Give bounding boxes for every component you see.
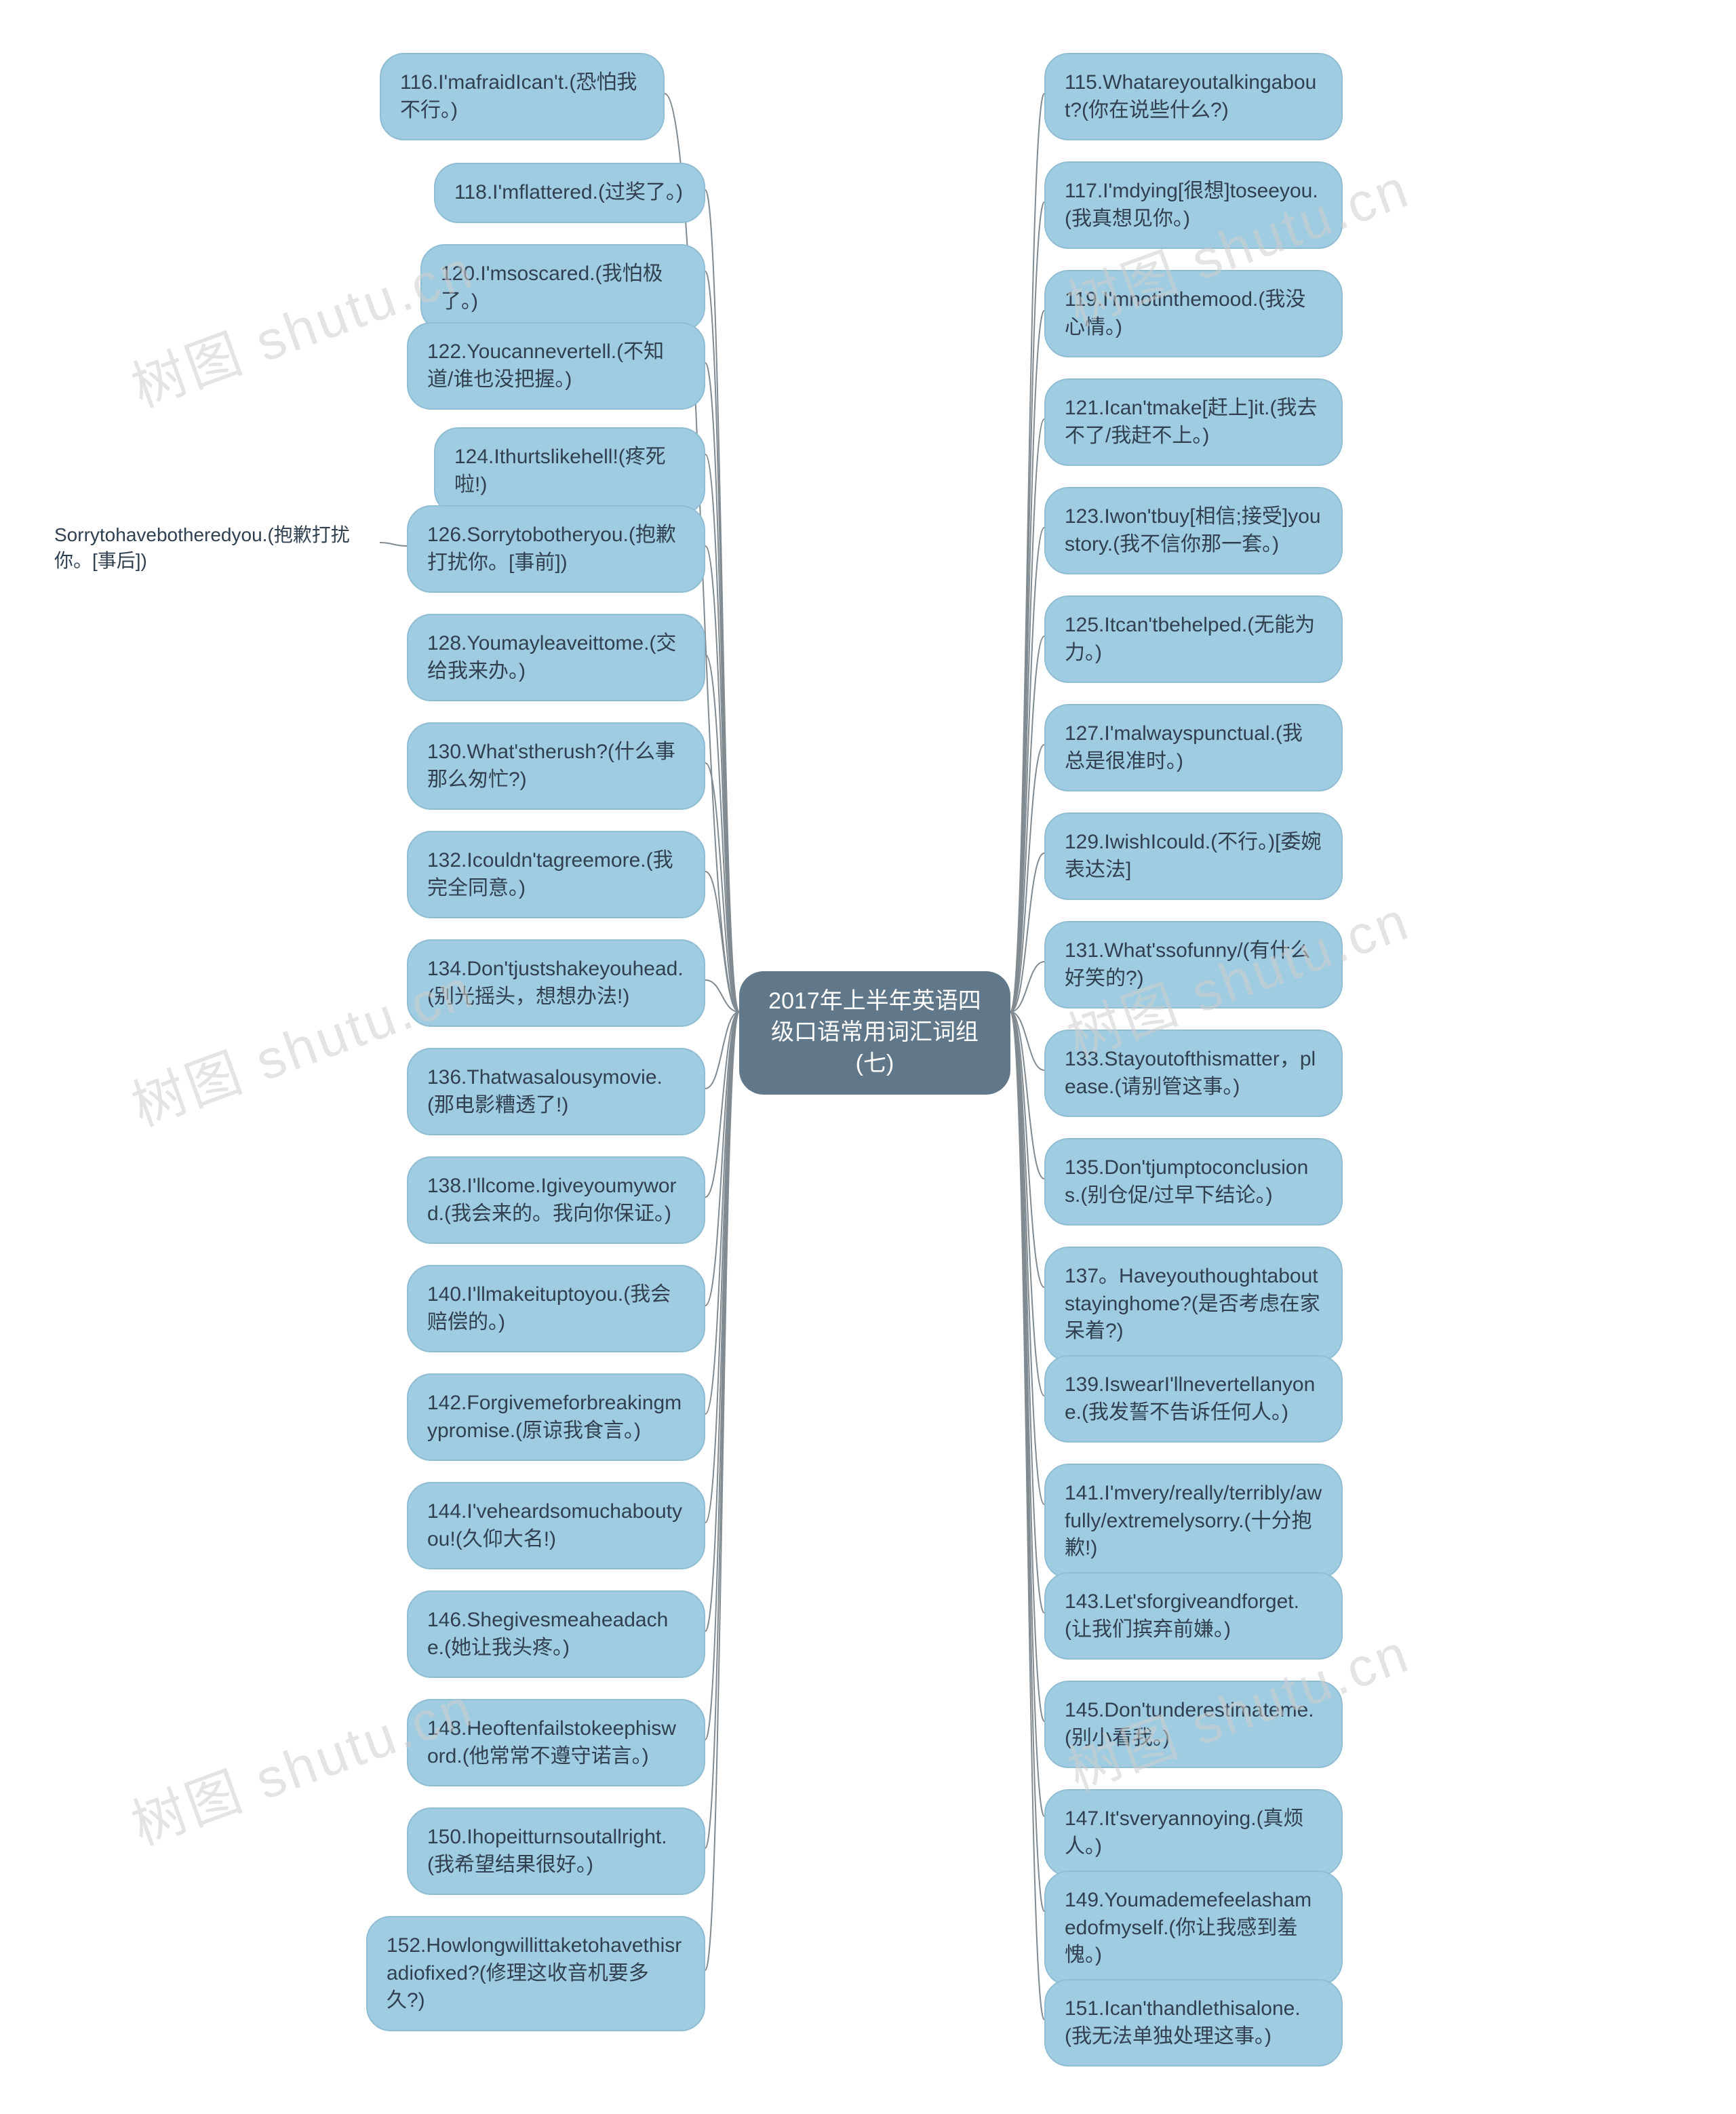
node-n146[interactable]: 146.Shegivesmeaheadache.(她让我头疼。) — [407, 1590, 705, 1678]
node-n147[interactable]: 147.It'sveryannoying.(真烦人。) — [1044, 1789, 1343, 1877]
node-n125[interactable]: 125.Itcan'tbehelped.(无能为力。) — [1044, 595, 1343, 683]
node-n127[interactable]: 127.I'malwayspunctual.(我总是很准时。) — [1044, 704, 1343, 791]
center-node[interactable]: 2017年上半年英语四级口语常用词汇词组(七) — [739, 971, 1010, 1095]
node-n135[interactable]: 135.Don'tjumptoconclusions.(别仓促/过早下结论。) — [1044, 1138, 1343, 1226]
node-n130[interactable]: 130.What'stherush?(什么事那么匆忙?) — [407, 722, 705, 810]
node-n131[interactable]: 131.What'ssofunny/(有什么好笑的?) — [1044, 921, 1343, 1009]
node-n151[interactable]: 151.Ican'thandlethisalone.(我无法单独处理这事。) — [1044, 1979, 1343, 2067]
node-n149[interactable]: 149.Youmademefeelashamedofmyself.(你让我感到羞… — [1044, 1871, 1343, 1986]
node-n139[interactable]: 139.IswearI'llnevertellanyone.(我发誓不告诉任何人… — [1044, 1355, 1343, 1443]
node-n120[interactable]: 120.I'msoscared.(我怕极了。) — [420, 244, 705, 332]
node-n152[interactable]: 152.Howlongwillittaketohavethisradiofixe… — [366, 1916, 705, 2031]
node-n133[interactable]: 133.Stayoutofthismatter，please.(请别管这事。) — [1044, 1030, 1343, 1117]
node-n122[interactable]: 122.Youcannevertell.(不知道/谁也没把握。) — [407, 322, 705, 410]
node-n115[interactable]: 115.Whatareyoutalkingabout?(你在说些什么?) — [1044, 53, 1343, 140]
node-n148[interactable]: 148.Heoftenfailstokeephisword.(他常常不遵守诺言。… — [407, 1699, 705, 1786]
node-n137[interactable]: 137。Haveyouthoughtaboutstayinghome?(是否考虑… — [1044, 1247, 1343, 1362]
node-n145[interactable]: 145.Don'tunderestimateme.(别小看我。) — [1044, 1681, 1343, 1768]
node-n136[interactable]: 136.Thatwasalousymovie.(那电影糟透了!) — [407, 1048, 705, 1135]
node-n141[interactable]: 141.I'mvery/really/terribly/awfully/extr… — [1044, 1464, 1343, 1579]
node-n123[interactable]: 123.Iwon'tbuy[相信;接受]youstory.(我不信你那一套。) — [1044, 487, 1343, 574]
node-n143[interactable]: 143.Let'sforgiveandforget.(让我们摈弃前嫌。) — [1044, 1572, 1343, 1660]
node-n132[interactable]: 132.Icouldn'tagreemore.(我完全同意。) — [407, 831, 705, 918]
node-n128[interactable]: 128.Youmayleaveittome.(交给我来办。) — [407, 614, 705, 701]
node-n150[interactable]: 150.Ihopeitturnsoutallright.(我希望结果很好。) — [407, 1807, 705, 1895]
node-n129[interactable]: 129.IwishIcould.(不行。)[委婉表达法] — [1044, 813, 1343, 900]
node-n138[interactable]: 138.I'llcome.Igiveyoumyword.(我会来的。我向你保证。… — [407, 1156, 705, 1244]
node-n142[interactable]: 142.Forgivemeforbreakingmypromise.(原谅我食言… — [407, 1373, 705, 1461]
node-n134[interactable]: 134.Don'tjustshakeyouhead.(别光摇头，想想办法!) — [407, 939, 705, 1027]
node-n117[interactable]: 117.I'mdying[很想]toseeyou.(我真想见你。) — [1044, 161, 1343, 249]
node-n121[interactable]: 121.Ican'tmake[赶上]it.(我去不了/我赶不上。) — [1044, 378, 1343, 466]
node-n126[interactable]: 126.Sorrytobotheryou.(抱歉打扰你。[事前]) — [407, 505, 705, 593]
node-n140[interactable]: 140.I'llmakeituptoyou.(我会赔偿的。) — [407, 1265, 705, 1352]
node-n124[interactable]: 124.Ithurtslikehell!(疼死啦!) — [434, 427, 705, 515]
node-n144[interactable]: 144.I'veheardsomuchaboutyou!(久仰大名!) — [407, 1482, 705, 1569]
node-n118[interactable]: 118.I'mflattered.(过奖了。) — [434, 163, 705, 223]
leaf-node: Sorrytohavebotheredyou.(抱歉打扰你。[事后]) — [54, 522, 380, 574]
node-n116[interactable]: 116.I'mafraidIcan't.(恐怕我不行。) — [380, 53, 665, 140]
node-n119[interactable]: 119.I'mnotinthemood.(我没心情。) — [1044, 270, 1343, 357]
